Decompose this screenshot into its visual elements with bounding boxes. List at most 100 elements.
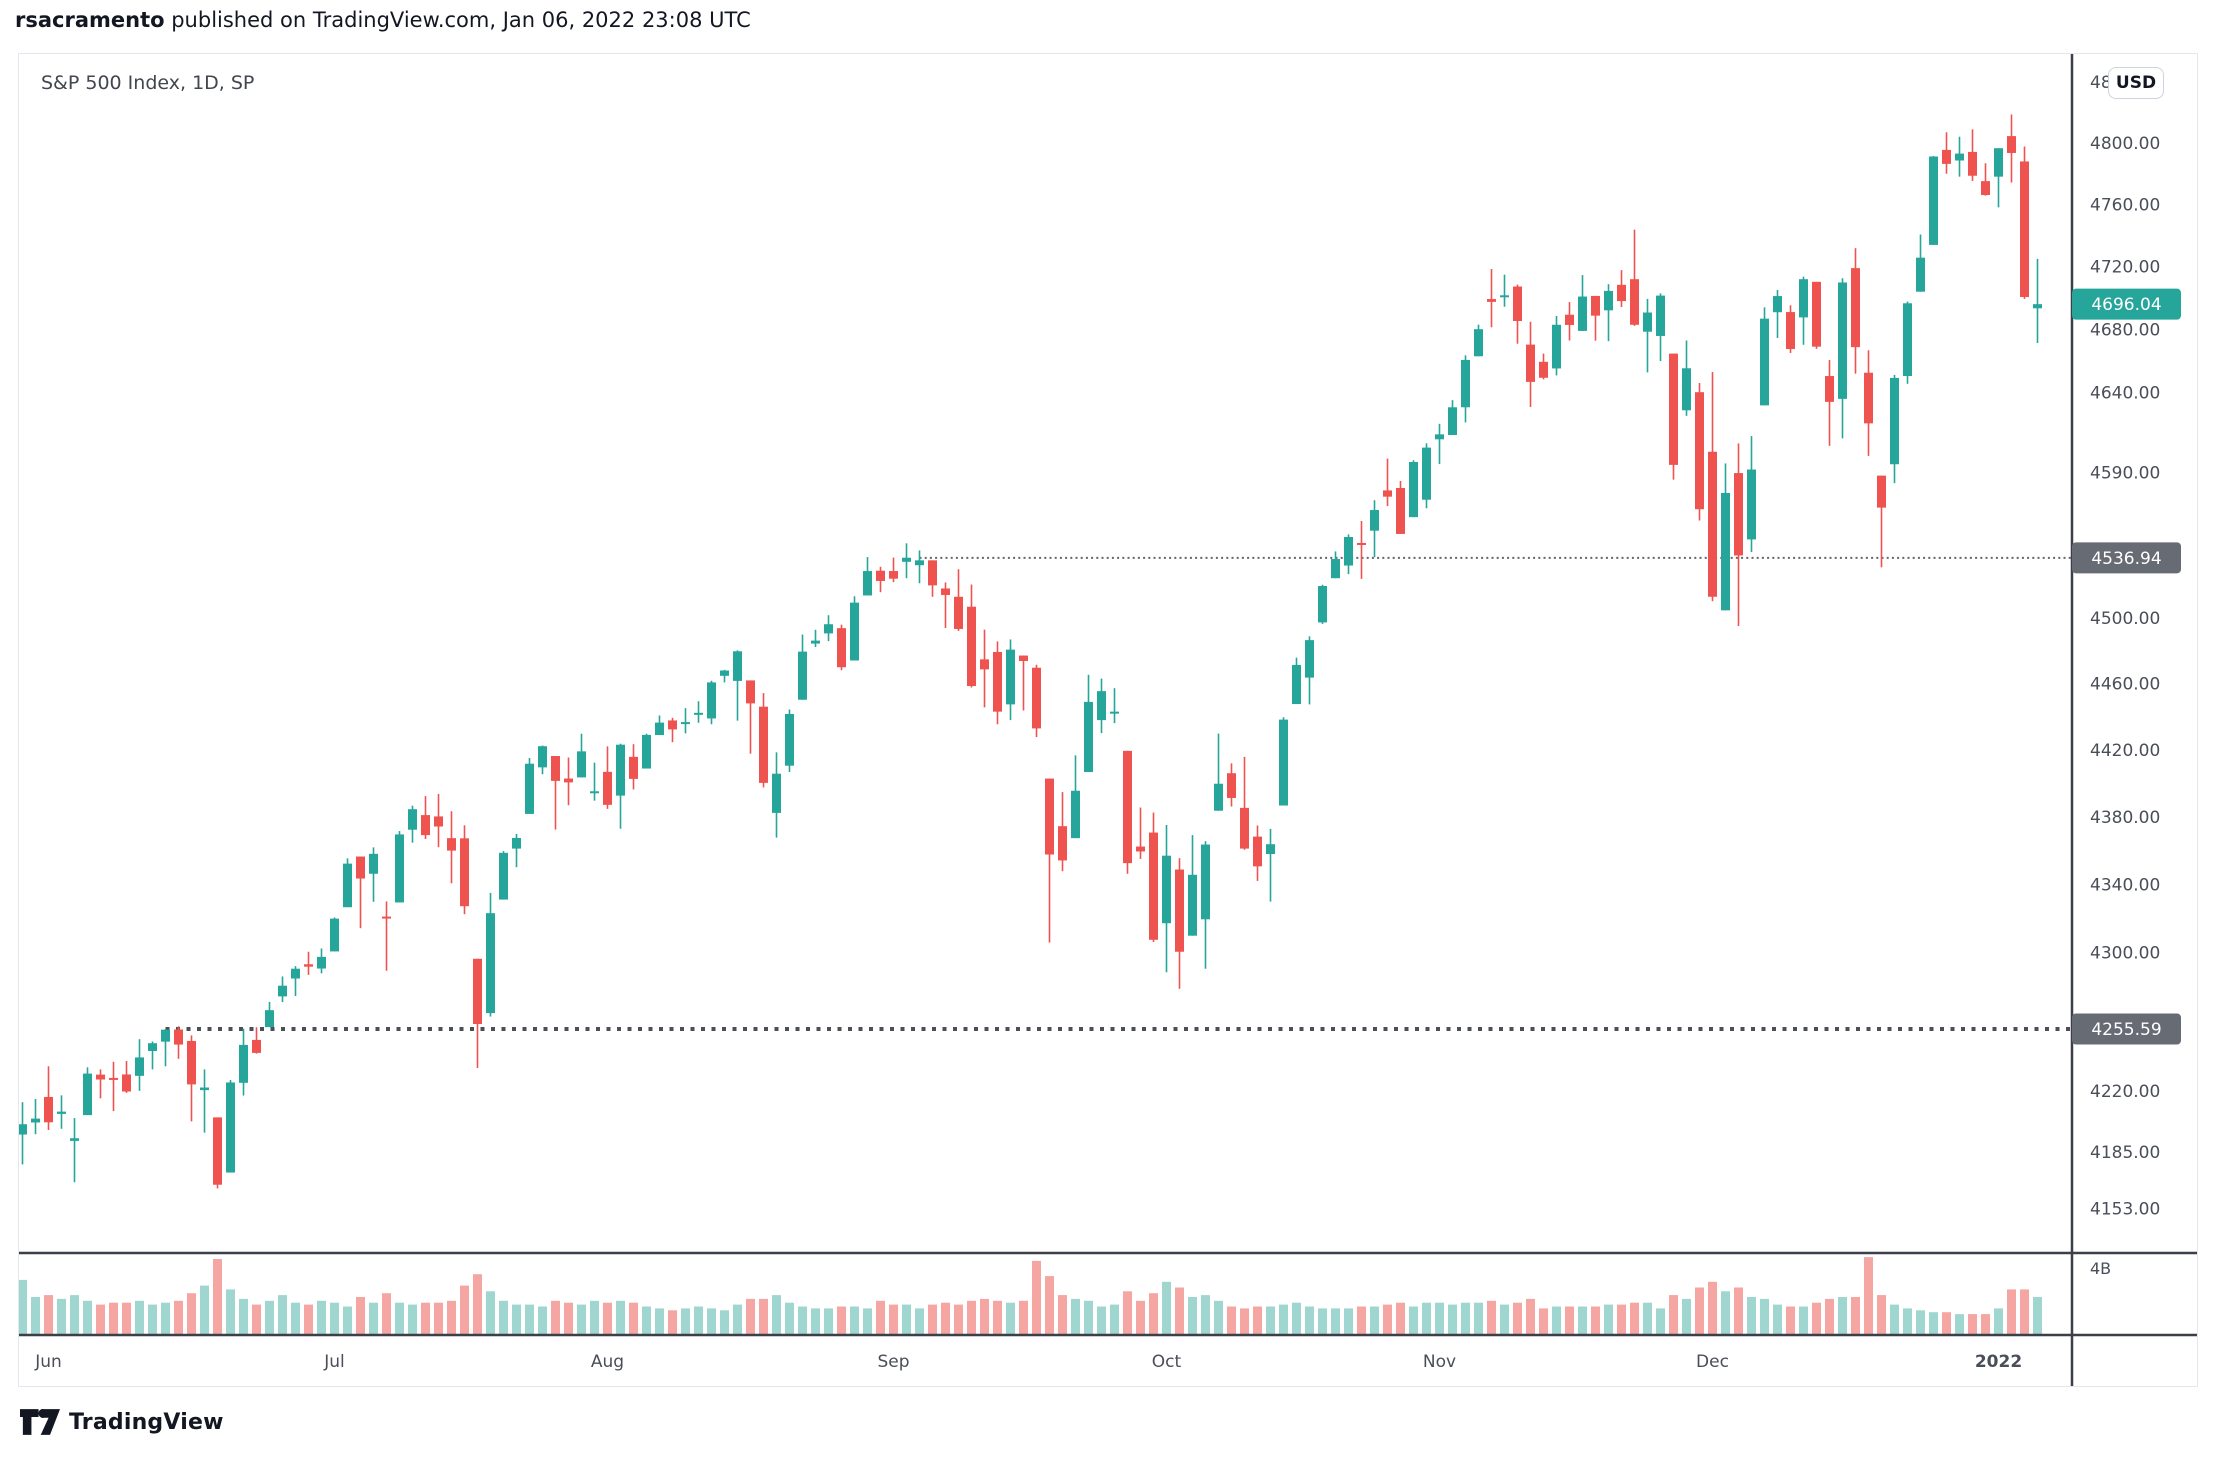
- candle-wick: [1997, 148, 2000, 208]
- volume-bar: [603, 1302, 612, 1335]
- price-tick-label: 4220.00: [2090, 1082, 2160, 1102]
- volume-bar: [590, 1300, 599, 1335]
- candle-body: [473, 958, 482, 1024]
- candle-body: [343, 863, 352, 908]
- candle-body: [902, 557, 911, 562]
- volume-bar: [1851, 1297, 1860, 1335]
- candle-body: [1513, 286, 1522, 322]
- volume-bar: [122, 1302, 131, 1335]
- volume-bar: [1773, 1304, 1782, 1335]
- candle-wick: [151, 1041, 154, 1070]
- volume-bar: [1630, 1302, 1639, 1335]
- candle-body: [135, 1057, 144, 1076]
- volume-bar: [720, 1310, 729, 1335]
- tradingview-logo[interactable]: TradingView: [20, 1406, 224, 1438]
- volume-bar: [1019, 1300, 1028, 1335]
- candle-wick: [164, 1028, 167, 1067]
- candle-body: [122, 1074, 131, 1092]
- candle-wick: [34, 1099, 37, 1135]
- volume-bar: [1890, 1304, 1899, 1335]
- volume-bar: [1110, 1304, 1119, 1335]
- volume-bar: [1201, 1295, 1210, 1335]
- volume-bar: [538, 1306, 547, 1335]
- candle-wick: [359, 856, 362, 929]
- candle-body: [2033, 304, 2042, 309]
- candle-wick: [697, 701, 700, 723]
- volume-bar: [824, 1308, 833, 1335]
- candle-body: [31, 1118, 40, 1123]
- volume-scale-label: 4B: [2090, 1259, 2111, 1278]
- candle-body: [1487, 299, 1496, 302]
- volume-bar: [655, 1308, 664, 1335]
- candle-body: [1201, 844, 1210, 920]
- candle-body: [369, 853, 378, 874]
- price-tick-label: 4185.00: [2090, 1143, 2160, 1163]
- volume-bar: [746, 1298, 755, 1335]
- volume-bar: [525, 1304, 534, 1335]
- candle-body: [824, 624, 833, 634]
- volume-bar: [694, 1306, 703, 1335]
- candle-body: [1773, 296, 1782, 313]
- price-tick-label: 4800.00: [2090, 134, 2160, 154]
- level-price-badge: [2072, 542, 2181, 574]
- candle-body: [941, 588, 950, 595]
- candle-body: [1708, 451, 1717, 597]
- time-tick-label: Dec: [1696, 1352, 1729, 1372]
- candle-body: [863, 571, 872, 596]
- volume-bar: [1994, 1308, 2003, 1335]
- candle-body: [1604, 290, 1613, 311]
- candle-body: [1656, 295, 1665, 336]
- volume-bar: [681, 1308, 690, 1335]
- time-scale-area[interactable]: [19, 1335, 2072, 1386]
- volume-bar: [265, 1300, 274, 1335]
- currency-chip[interactable]: USD: [2108, 67, 2164, 99]
- time-tick-label: Nov: [1423, 1352, 1456, 1372]
- volume-bar: [1448, 1304, 1457, 1335]
- candle-body: [174, 1029, 183, 1045]
- candle-body: [252, 1039, 261, 1053]
- volume-bar: [1409, 1306, 1418, 1335]
- candle-body: [759, 706, 768, 783]
- candle-body: [1968, 151, 1977, 176]
- candle-body: [57, 1111, 66, 1114]
- volume-bar: [1825, 1298, 1834, 1335]
- volume-bar: [252, 1304, 261, 1335]
- candle-body: [889, 571, 898, 579]
- volume-bar: [70, 1295, 79, 1335]
- candle-body: [629, 756, 638, 779]
- candle-body: [1045, 778, 1054, 855]
- level-price-badge-label: 4536.94: [2091, 549, 2161, 569]
- chart-canvas[interactable]: [19, 54, 2072, 1335]
- volume-bar: [447, 1300, 456, 1335]
- candle-wick: [1360, 521, 1363, 579]
- volume-bar: [1799, 1306, 1808, 1335]
- candle-body: [1409, 462, 1418, 518]
- volume-bar: [200, 1285, 209, 1335]
- volume-bar: [499, 1300, 508, 1335]
- candle-body: [1019, 655, 1028, 661]
- candle-body: [499, 852, 508, 900]
- volume-bar: [577, 1304, 586, 1335]
- volume-bar: [1435, 1302, 1444, 1335]
- volume-bar: [551, 1300, 560, 1335]
- candle-body: [1318, 586, 1327, 623]
- price-tick-label: 4590.00: [2090, 463, 2160, 483]
- volume-bar: [1396, 1302, 1405, 1335]
- candle-body: [265, 1010, 274, 1028]
- candle-body: [1461, 359, 1470, 408]
- candle-wick: [294, 966, 297, 997]
- candle-wick: [372, 847, 375, 902]
- last-price-badge: [2072, 288, 2181, 320]
- candle-body: [1344, 537, 1353, 566]
- candle-body: [1279, 719, 1288, 806]
- volume-bar: [1292, 1302, 1301, 1335]
- price-scale-area[interactable]: [2072, 54, 2197, 1386]
- candle-body: [681, 722, 690, 725]
- candle-body: [1331, 559, 1340, 579]
- candle-body: [1864, 372, 1873, 424]
- volume-bar: [1175, 1287, 1184, 1335]
- publish-header: rsacramento published on TradingView.com…: [15, 8, 751, 32]
- volume-bar: [148, 1304, 157, 1335]
- volume-bar: [382, 1293, 391, 1335]
- candle-body: [1136, 846, 1145, 852]
